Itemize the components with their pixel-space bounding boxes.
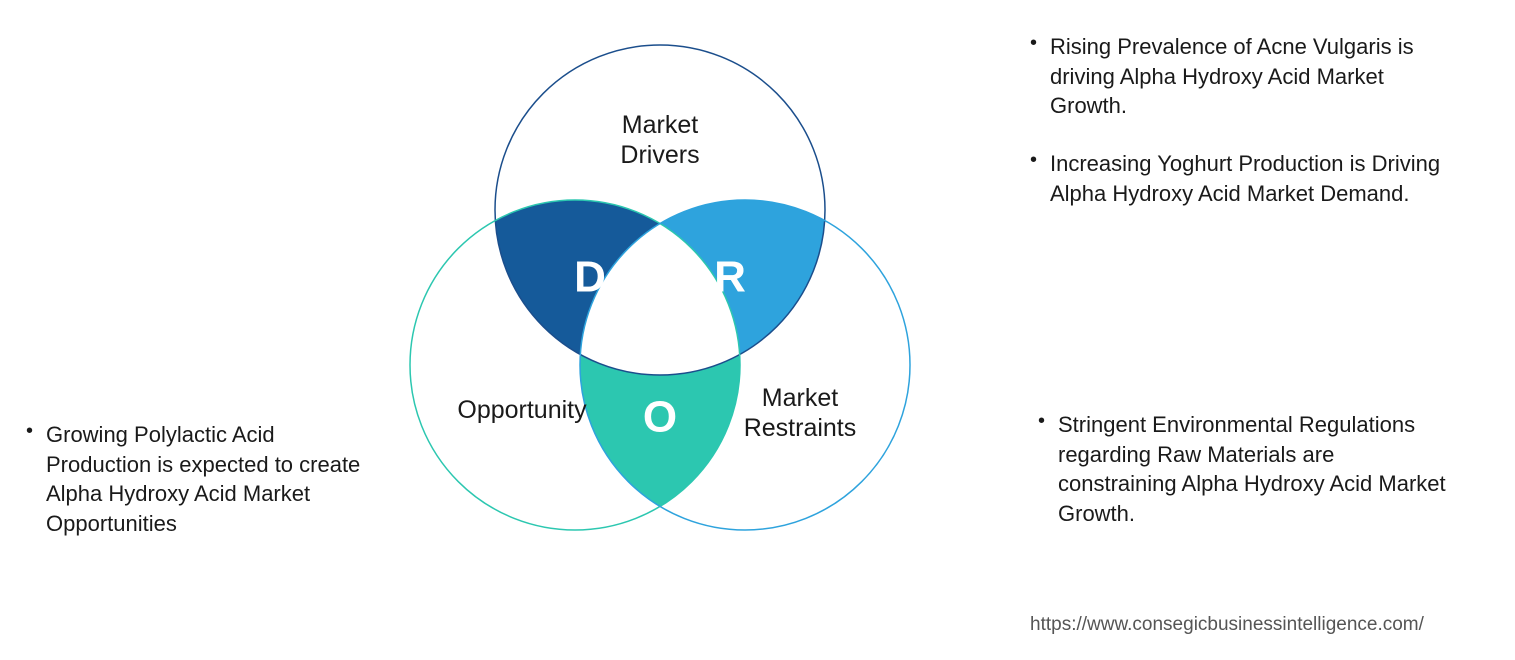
diagram-container: D R O MarketDrivers Opportunity MarketRe…: [0, 0, 1515, 660]
letter-o: O: [643, 393, 677, 442]
bullets-restraints: Stringent Environmental Regulations rega…: [1038, 410, 1458, 557]
letter-d: D: [574, 253, 606, 302]
bullets-drivers: Rising Prevalence of Acne Vulgaris is dr…: [1030, 32, 1450, 236]
bullet-item: Stringent Environmental Regulations rega…: [1038, 410, 1458, 529]
source-url: https://www.consegicbusinessintelligence…: [1030, 614, 1424, 636]
label-opportunity: Opportunity: [422, 395, 622, 425]
letter-r: R: [714, 253, 746, 302]
label-drivers: MarketDrivers: [560, 110, 760, 170]
bullet-item: Growing Polylactic Acid Production is ex…: [26, 420, 376, 539]
bullets-opportunity: Growing Polylactic Acid Production is ex…: [26, 420, 376, 567]
bullet-item: Increasing Yoghurt Production is Driving…: [1030, 149, 1450, 208]
bullet-item: Rising Prevalence of Acne Vulgaris is dr…: [1030, 32, 1450, 121]
label-restraints: MarketRestraints: [700, 383, 900, 443]
venn-diagram: D R O MarketDrivers Opportunity MarketRe…: [380, 30, 940, 590]
